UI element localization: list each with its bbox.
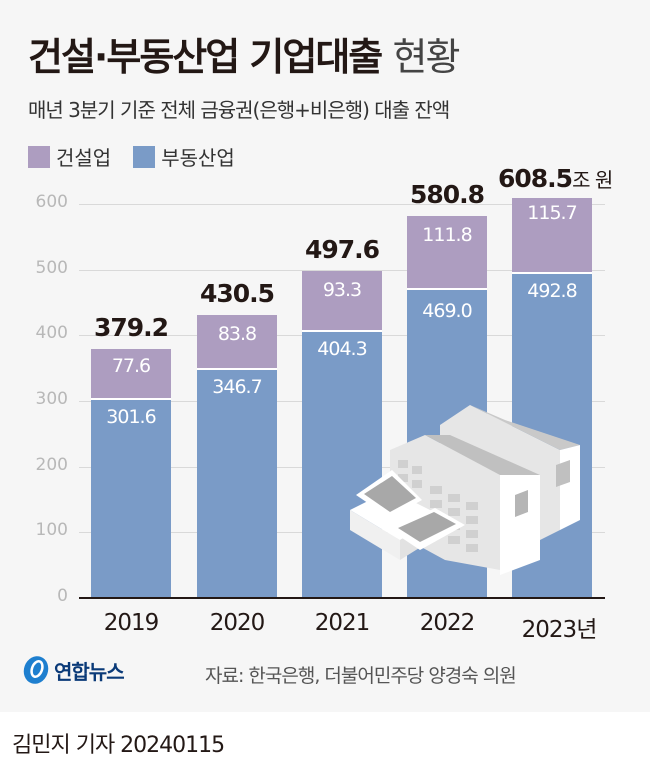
- gridline: [79, 204, 605, 205]
- bar-segment-construction: 93.3: [302, 271, 382, 332]
- infographic-panel: 건설·부동산업 기업대출 현황 매년 3분기 기준 전체 금융권(은행+비은행)…: [22, 26, 648, 687]
- bar-2021: 93.3 404.3: [302, 271, 382, 598]
- unit-label: 조 원: [572, 168, 613, 192]
- bar-2019: 77.6 301.6: [91, 349, 171, 598]
- y-tick: 0: [57, 586, 68, 606]
- y-tick: 300: [35, 389, 68, 409]
- bar-segment-construction: 83.8: [197, 315, 277, 370]
- logo-text: 연합뉴스: [54, 659, 125, 684]
- source-text: 자료: 한국은행, 더불어민주당 양경숙 의원: [205, 665, 517, 687]
- x-label: 2023: [521, 617, 578, 643]
- legend-item-construction: 건설업: [28, 142, 111, 171]
- buildings-money-illustration: [350, 405, 580, 575]
- legend-swatch-construction: [28, 145, 50, 168]
- total-value: 608.5: [498, 164, 573, 193]
- legend: 건설업 부동산업: [28, 142, 235, 171]
- yonhap-globe-icon: [23, 656, 49, 684]
- bar-segment-construction: 77.6: [91, 349, 171, 400]
- total-label-2023: 608.5조 원: [492, 164, 648, 193]
- bar-segment-real-estate: 404.3: [302, 332, 382, 598]
- x-axis-baseline: [79, 597, 605, 599]
- yonhap-logo: 연합뉴스: [22, 655, 125, 685]
- x-label: 2019: [103, 610, 160, 636]
- byline: 김민지 기자 20240115: [12, 733, 225, 758]
- total-label-2021: 497.6: [304, 235, 380, 264]
- legend-swatch-real-estate: [133, 145, 156, 168]
- total-label-2019: 379.2: [93, 313, 169, 342]
- legend-item-real-estate: 부동산업: [133, 142, 235, 171]
- x-label-2023: 2023년: [504, 610, 614, 644]
- bar-2020: 83.8 346.7: [197, 315, 277, 598]
- y-tick: 600: [35, 192, 68, 212]
- y-tick: 200: [35, 455, 68, 475]
- gridline: [79, 270, 605, 271]
- y-tick: 400: [35, 323, 68, 343]
- y-tick: 100: [35, 520, 68, 540]
- legend-label: 건설업: [56, 146, 112, 170]
- bar-segment-construction: 111.8: [407, 216, 487, 290]
- bar-segment-real-estate: 346.7: [197, 370, 277, 598]
- x-label: 2021: [314, 610, 371, 636]
- x-label: 2022: [419, 610, 476, 636]
- legend-label: 부동산업: [161, 146, 235, 170]
- title-bold: 건설·부동산업 기업대출: [28, 35, 383, 79]
- y-tick: 500: [35, 258, 68, 278]
- title-light: 현황: [392, 35, 461, 79]
- total-label-2020: 430.5: [199, 279, 275, 308]
- subtitle: 매년 3분기 기준 전체 금융권(은행+비은행) 대출 잔액: [28, 98, 450, 122]
- bar-segment-real-estate: 301.6: [91, 400, 171, 598]
- x-label: 2020: [209, 610, 266, 636]
- bar-segment-construction: 115.7: [512, 198, 592, 274]
- page-title: 건설·부동산업 기업대출 현황: [28, 26, 461, 81]
- total-label-2022: 580.8: [409, 180, 485, 209]
- year-suffix: 년: [576, 617, 597, 643]
